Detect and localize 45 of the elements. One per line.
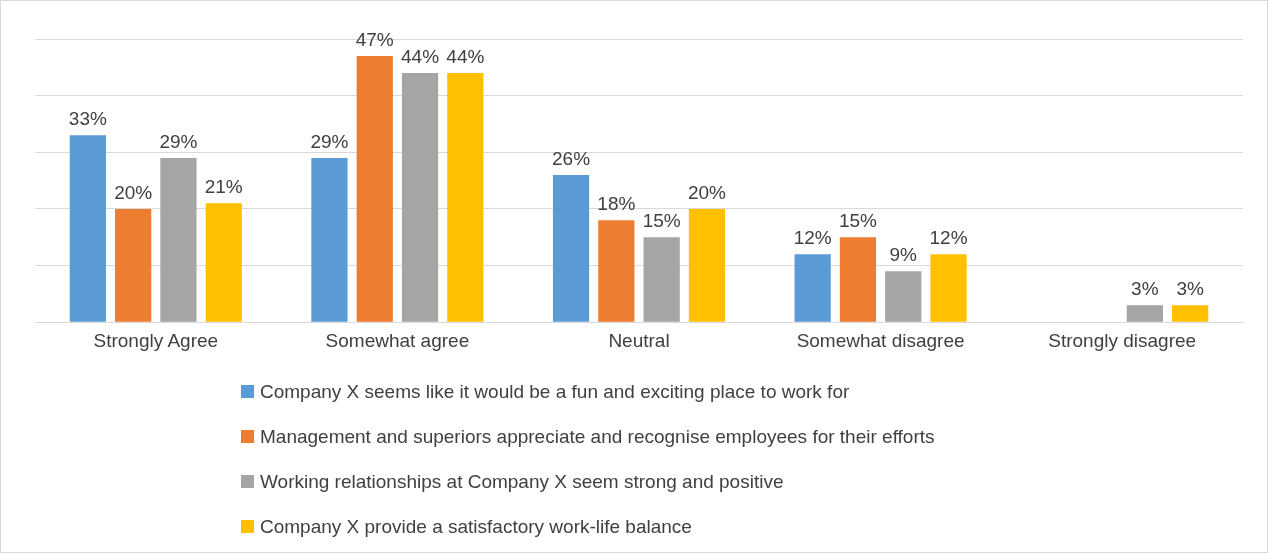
data-label: 33% [68,108,107,130]
bar [115,208,152,322]
x-tick-label: Neutral [608,329,670,351]
bar [930,254,967,322]
data-label: 29% [310,130,349,152]
data-label: 12% [929,226,968,248]
bar [401,72,439,322]
legend-label: Management and superiors appreciate and recognise employees for their efforts [260,425,935,448]
x-tick-label: Somewhat disagree [796,329,965,351]
bar [1126,305,1163,322]
legend-label: Working relationships at Company X seem strong and positive [260,470,784,493]
bar [1172,305,1209,322]
data-label: 9% [889,243,918,265]
legend-label: Company X seems like it would be a fun and exciting place to work for [260,380,850,403]
data-label: 44% [446,45,485,67]
x-tick-label: Somewhat agree [325,329,470,351]
bar [447,72,484,322]
bar [794,254,831,322]
legend-label: Company X provide a satisfactory work-life balance [260,515,692,538]
bar [311,157,348,322]
x-tick-label: Strongly disagree [1048,329,1197,351]
data-label: 20% [687,181,727,203]
bar [552,174,590,322]
data-label: 15% [642,209,681,231]
x-tick-label: Strongly Agree [93,329,219,351]
data-label: 15% [838,209,878,231]
data-label: 26% [552,147,591,169]
data-label: 44% [401,45,440,67]
data-label: 12% [793,226,832,248]
bar [356,55,393,322]
bar [688,208,726,322]
bar [885,271,922,322]
data-label: 18% [597,192,636,214]
bar [160,157,197,322]
bar [205,203,242,322]
bar [69,135,106,322]
bar [598,220,635,322]
data-label: 3% [1176,277,1204,299]
data-label: 21% [204,175,243,197]
bar [839,237,877,322]
data-label: 47% [355,28,394,50]
data-label: 20% [114,181,153,203]
bar [643,237,680,322]
data-label: 3% [1131,277,1159,299]
data-label: 29% [159,130,198,152]
